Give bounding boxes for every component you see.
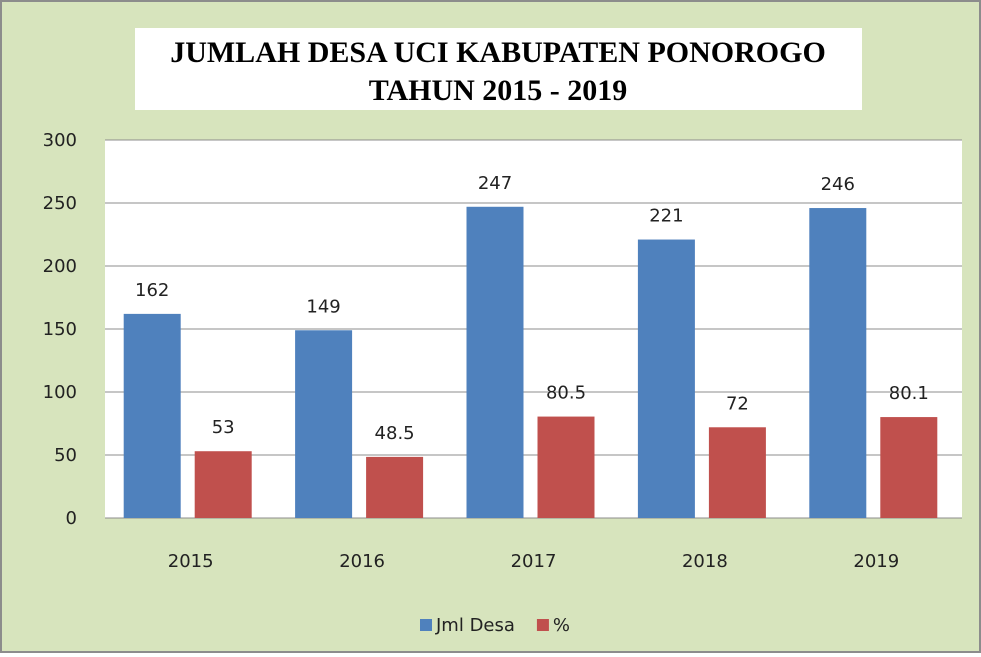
bar — [708, 427, 766, 518]
bar — [537, 416, 595, 518]
bar — [123, 313, 181, 518]
legend-swatch — [536, 619, 549, 631]
y-tick-label: 150 — [43, 319, 77, 340]
x-tick-label: 2015 — [168, 551, 214, 572]
bar — [466, 206, 524, 518]
y-tick-label: 200 — [43, 256, 77, 277]
y-tick-label: 50 — [54, 445, 77, 466]
data-label: 53 — [212, 417, 235, 438]
data-label: 80.1 — [889, 383, 929, 404]
bar — [809, 208, 867, 519]
x-tick-label: 2016 — [339, 551, 385, 572]
data-label: 221 — [649, 206, 683, 227]
data-label: 149 — [306, 296, 340, 317]
y-tick-label: 250 — [43, 193, 77, 214]
legend-swatch — [420, 619, 432, 631]
data-label: 48.5 — [375, 423, 415, 444]
chart-title: TAHUN 2015 - 2019 — [369, 74, 628, 107]
y-tick-label: 100 — [43, 382, 77, 403]
data-label: 246 — [821, 174, 855, 195]
y-tick-label: 0 — [66, 508, 77, 529]
bar — [637, 239, 695, 519]
data-label: 80.5 — [546, 383, 586, 404]
data-label: 247 — [478, 173, 512, 194]
x-tick-label: 2019 — [853, 551, 899, 572]
y-tick-label: 300 — [43, 130, 77, 151]
bar — [880, 417, 938, 518]
data-label: 72 — [726, 393, 749, 414]
legend-label: Jml Desa — [435, 615, 515, 636]
legend-label: % — [553, 615, 570, 636]
x-tick-label: 2018 — [682, 551, 728, 572]
x-tick-label: 2017 — [511, 551, 557, 572]
bar — [366, 456, 424, 518]
chart-title: JUMLAH DESA UCI KABUPATEN PONOROGO — [170, 36, 826, 69]
bar — [194, 451, 252, 518]
bar — [295, 330, 353, 518]
data-label: 162 — [135, 280, 169, 301]
title-box — [135, 28, 862, 110]
